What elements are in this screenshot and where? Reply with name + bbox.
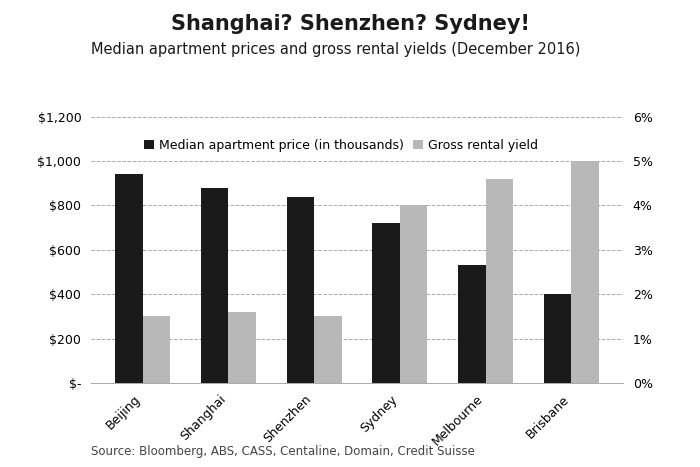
Bar [201, 188, 228, 383]
Bar [372, 223, 400, 383]
Bar [314, 316, 342, 383]
Bar [544, 294, 571, 383]
Text: Median apartment prices and gross rental yields (December 2016): Median apartment prices and gross rental… [91, 42, 580, 57]
Legend: Median apartment price (in thousands), Gross rental yield: Median apartment price (in thousands), G… [141, 136, 541, 154]
Bar [228, 312, 256, 383]
Text: Source: Bloomberg, ABS, CASS, Centaline, Domain, Credit Suisse: Source: Bloomberg, ABS, CASS, Centaline,… [91, 445, 475, 458]
Text: Shanghai? Shenzhen? Sydney!: Shanghai? Shenzhen? Sydney! [171, 14, 529, 34]
Bar [458, 265, 486, 383]
Bar [287, 197, 314, 383]
Bar [400, 205, 427, 383]
Bar [143, 316, 170, 383]
Bar [486, 179, 513, 383]
Bar [571, 161, 598, 383]
Bar [116, 174, 143, 383]
